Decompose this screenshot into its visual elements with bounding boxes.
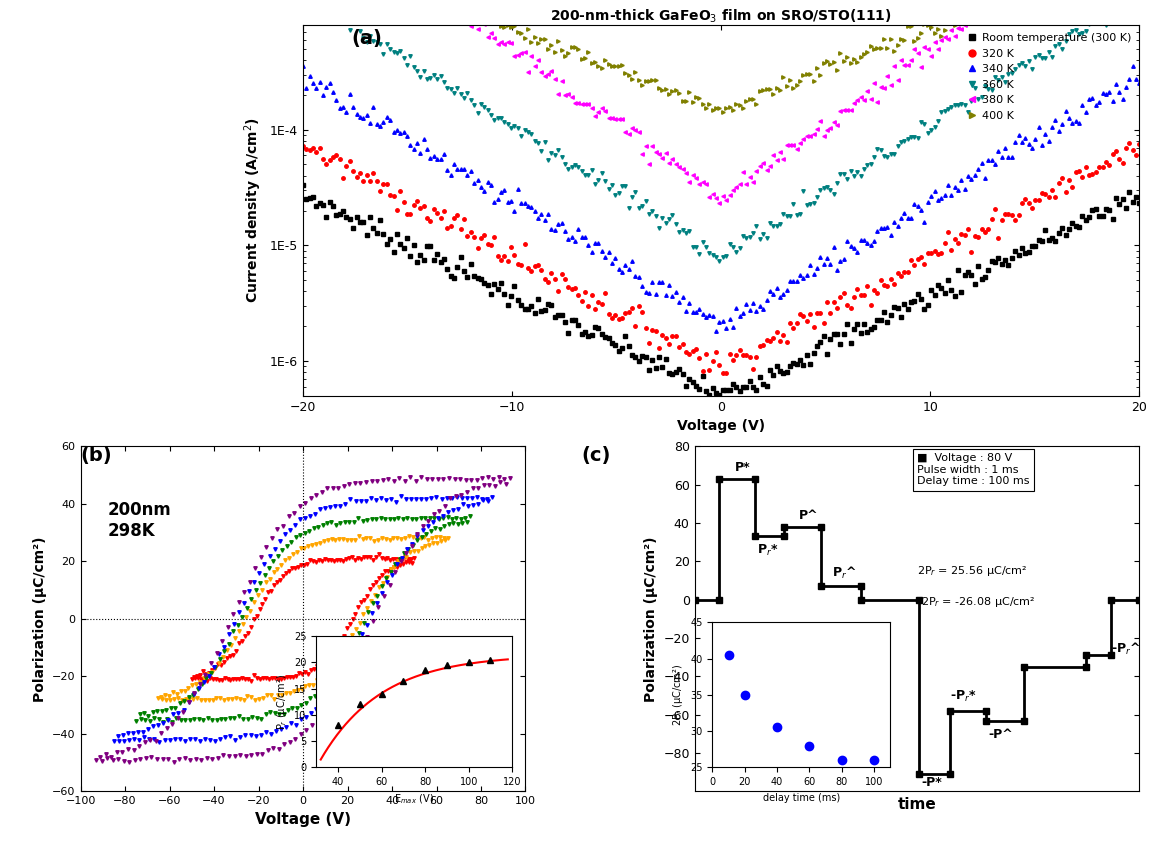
- 340 K: [434, 153, 448, 163]
- 360 K: [712, 255, 726, 265]
- Room temperature (300 K): [783, 360, 796, 370]
- 340 K: [1103, 87, 1116, 97]
- Text: -P$_r$^: -P$_r$^: [1111, 642, 1141, 658]
- X-axis label: Voltage (V): Voltage (V): [256, 812, 351, 827]
- Text: (a): (a): [351, 29, 382, 49]
- Line: 380 K: 380 K: [302, 0, 1142, 205]
- 320 K: [1133, 138, 1146, 148]
- 400 K: [877, 34, 891, 44]
- Text: (b): (b): [81, 446, 112, 466]
- 380 K: [783, 140, 796, 150]
- Room temperature (300 K): [434, 257, 448, 267]
- Text: (c): (c): [581, 446, 611, 466]
- Room temperature (300 K): [1133, 198, 1146, 208]
- 320 K: [1122, 138, 1136, 148]
- Text: -P^: -P^: [989, 727, 1013, 741]
- Text: P$_r$*: P$_r$*: [757, 542, 778, 557]
- Y-axis label: Polarization (μC/cm²): Polarization (μC/cm²): [643, 536, 657, 701]
- Line: 340 K: 340 K: [302, 64, 1142, 333]
- 400 K: [632, 75, 646, 85]
- 320 K: [632, 301, 646, 311]
- 360 K: [632, 203, 646, 213]
- Room temperature (300 K): [632, 356, 646, 366]
- Text: -P$_r$*: -P$_r$*: [951, 689, 977, 704]
- 380 K: [877, 83, 891, 93]
- Room temperature (300 K): [1103, 205, 1116, 216]
- Room temperature (300 K): [877, 306, 891, 317]
- 380 K: [712, 198, 726, 208]
- Text: P^: P^: [799, 509, 818, 522]
- 320 K: [434, 213, 448, 223]
- 360 K: [642, 209, 656, 219]
- Title: 200-nm-thick GaFeO$_3$ film on SRO/STO(111): 200-nm-thick GaFeO$_3$ film on SRO/STO(1…: [550, 8, 892, 25]
- Text: 2P$_r$ = 25.56 μC/cm²: 2P$_r$ = 25.56 μC/cm²: [917, 563, 1028, 578]
- Room temperature (300 K): [712, 391, 726, 401]
- 380 K: [632, 127, 646, 137]
- 400 K: [783, 75, 796, 85]
- Line: 320 K: 320 K: [302, 141, 1142, 375]
- Text: ■  Voltage : 80 V
Pulse width : 1 ms
Delay time : 100 ms: ■ Voltage : 80 V Pulse width : 1 ms Dela…: [917, 453, 1029, 487]
- 360 K: [1133, 0, 1146, 4]
- X-axis label: Voltage (V): Voltage (V): [677, 419, 765, 433]
- 320 K: [1103, 160, 1116, 170]
- Text: -2P$_r$ = -26.08 μC/cm²: -2P$_r$ = -26.08 μC/cm²: [917, 594, 1036, 609]
- 360 K: [434, 71, 448, 81]
- 380 K: [642, 158, 656, 168]
- 360 K: [783, 211, 796, 221]
- 320 K: [783, 318, 796, 328]
- 340 K: [632, 271, 646, 281]
- 320 K: [877, 280, 891, 290]
- 340 K: [1133, 78, 1146, 88]
- Y-axis label: Polarization (μC/cm²): Polarization (μC/cm²): [32, 536, 47, 701]
- Legend: Room temperature (300 K), 320 K, 340 K, 360 K, 380 K, 400 K: Room temperature (300 K), 320 K, 340 K, …: [966, 31, 1134, 123]
- Line: 360 K: 360 K: [302, 0, 1142, 263]
- 340 K: [296, 61, 310, 71]
- Text: 200nm
298K: 200nm 298K: [107, 501, 171, 540]
- X-axis label: time: time: [898, 797, 937, 812]
- 340 K: [642, 289, 656, 299]
- Room temperature (300 K): [296, 179, 310, 189]
- 380 K: [434, 0, 448, 9]
- 340 K: [783, 276, 796, 286]
- Y-axis label: Current density (A/cm$^2$): Current density (A/cm$^2$): [243, 118, 264, 303]
- Text: -P*: -P*: [922, 775, 943, 789]
- 320 K: [716, 368, 730, 378]
- 400 K: [434, 2, 448, 12]
- Room temperature (300 K): [642, 365, 656, 375]
- 320 K: [642, 338, 656, 348]
- 360 K: [1103, 10, 1116, 20]
- Text: P$_r$^: P$_r$^: [832, 565, 857, 581]
- 340 K: [877, 223, 891, 233]
- Text: P*: P*: [734, 461, 750, 474]
- 340 K: [709, 327, 723, 337]
- 400 K: [716, 106, 730, 116]
- Line: 400 K: 400 K: [302, 0, 1142, 114]
- Line: Room temperature (300 K): Room temperature (300 K): [302, 183, 1142, 397]
- 400 K: [642, 77, 656, 87]
- 320 K: [296, 141, 310, 152]
- 360 K: [877, 152, 891, 162]
